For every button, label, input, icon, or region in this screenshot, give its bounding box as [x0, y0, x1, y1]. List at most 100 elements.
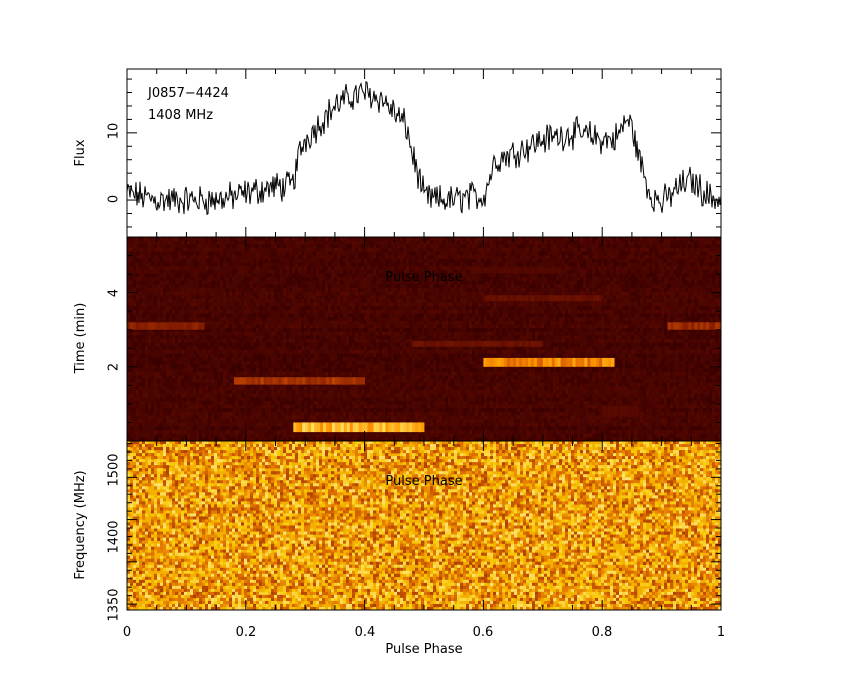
time-noise-cell — [631, 375, 635, 380]
time-noise-cell — [553, 379, 557, 384]
time-noise-cell — [457, 386, 461, 391]
time-noise-cell — [406, 371, 410, 376]
time-noise-cell — [298, 284, 302, 289]
time-noise-cell — [217, 247, 221, 252]
time-noise-cell — [709, 291, 713, 296]
time-noise-cell — [331, 357, 335, 362]
time-noise-cell — [559, 284, 563, 289]
time-noise-cell — [214, 280, 218, 285]
time-noise-cell — [295, 335, 299, 340]
time-noise-cell — [439, 309, 443, 314]
time-noise-cell — [583, 288, 587, 292]
time-noise-cell — [379, 349, 383, 354]
time-noise-cell — [229, 368, 233, 373]
time-noise-cell — [148, 309, 152, 314]
time-noise-cell — [250, 280, 254, 285]
time-noise-cell — [490, 324, 494, 329]
time-noise-cell — [622, 379, 626, 384]
time-noise-cell — [238, 284, 242, 289]
time-noise-cell — [382, 240, 386, 245]
time-noise-cell — [415, 288, 419, 292]
time-noise-cell — [376, 353, 380, 358]
time-noise-cell — [562, 284, 566, 289]
time-noise-cell — [256, 244, 260, 249]
time-noise-cell — [523, 335, 527, 340]
time-noise-cell — [352, 339, 356, 343]
time-noise-cell — [217, 317, 221, 322]
time-noise-cell — [526, 331, 530, 336]
time-noise-cell — [160, 277, 164, 282]
time-noise-cell — [229, 255, 233, 260]
time-noise-cell — [457, 306, 461, 311]
time-noise-cell — [634, 291, 638, 296]
time-noise-cell — [328, 371, 332, 376]
time-noise-cell — [400, 288, 404, 292]
time-noise-cell — [697, 353, 701, 358]
time-noise-cell — [268, 342, 272, 347]
time-noise-cell — [280, 313, 284, 318]
time-noise-cell — [637, 255, 641, 260]
time-noise-cell — [490, 335, 494, 340]
time-noise-cell — [601, 295, 605, 300]
time-noise-cell — [499, 368, 503, 373]
time-noise-cell — [424, 379, 428, 384]
time-noise-cell — [325, 339, 329, 343]
time-noise-cell — [658, 339, 662, 343]
time-noise-cell — [472, 244, 476, 249]
time-noise-cell — [391, 302, 395, 307]
time-noise-cell — [640, 386, 644, 391]
time-noise-cell — [406, 284, 410, 289]
time-noise-cell — [706, 342, 710, 347]
time-noise-cell — [403, 324, 407, 329]
time-noise-cell — [718, 273, 722, 278]
time-noise-cell — [508, 386, 512, 391]
time-noise-cell — [355, 244, 359, 249]
time-noise-cell — [493, 320, 497, 325]
time-noise-cell — [232, 368, 236, 373]
time-noise-cell — [565, 284, 569, 289]
time-noise-cell — [439, 295, 443, 300]
time-noise-cell — [196, 328, 200, 333]
time-noise-cell — [445, 306, 449, 311]
time-noise-cell — [598, 244, 602, 249]
time-noise-cell — [433, 247, 437, 252]
time-noise-cell — [523, 302, 527, 307]
time-noise-cell — [694, 291, 698, 296]
time-noise-cell — [418, 386, 422, 391]
time-noise-cell — [592, 331, 596, 336]
time-noise-cell — [364, 255, 368, 260]
time-noise-cell — [571, 375, 575, 380]
time-noise-cell — [319, 339, 323, 343]
time-noise-cell — [598, 288, 602, 292]
time-noise-cell — [226, 335, 230, 340]
time-noise-cell — [163, 262, 167, 267]
time-noise-cell — [514, 328, 518, 333]
time-noise-cell — [127, 306, 131, 311]
time-noise-cell — [586, 349, 590, 354]
time-noise-cell — [163, 371, 167, 376]
time-noise-cell — [403, 360, 407, 365]
time-noise-cell — [247, 357, 251, 362]
time-noise-cell — [262, 342, 266, 347]
time-noise-cell — [178, 298, 182, 303]
time-noise-cell — [127, 382, 131, 387]
time-noise-cell — [415, 277, 419, 282]
time-noise-cell — [652, 251, 656, 256]
time-noise-cell — [706, 368, 710, 373]
time-noise-cell — [586, 342, 590, 347]
time-noise-cell — [700, 342, 704, 347]
time-noise-cell — [538, 349, 542, 354]
time-noise-cell — [484, 237, 488, 241]
time-noise-cell — [271, 291, 275, 296]
time-noise-cell — [388, 368, 392, 373]
time-noise-cell — [337, 306, 341, 311]
time-noise-cell — [394, 368, 398, 373]
time-noise-cell — [532, 255, 536, 260]
time-noise-cell — [511, 302, 515, 307]
time-noise-cell — [478, 237, 482, 241]
time-noise-cell — [556, 375, 560, 380]
time-noise-cell — [586, 320, 590, 325]
time-noise-cell — [616, 251, 620, 256]
time-noise-cell — [631, 317, 635, 322]
time-noise-cell — [613, 331, 617, 336]
